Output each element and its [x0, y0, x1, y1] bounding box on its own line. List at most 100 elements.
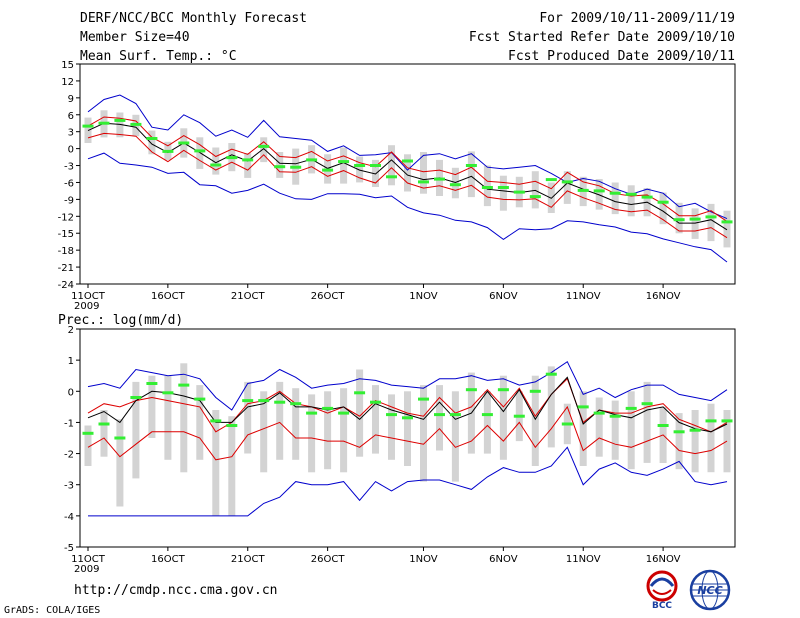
temp-member-box	[212, 147, 220, 175]
prec-x-tick-label: 21OCT	[231, 554, 266, 565]
temp-member-box	[260, 137, 268, 163]
temp-median-marker	[98, 121, 110, 125]
temp-median-marker	[513, 190, 525, 194]
temp-y-tick-label: -9	[64, 195, 74, 206]
temp-min-line	[87, 152, 728, 263]
temp-median-marker	[657, 200, 669, 204]
prec-member-box	[180, 363, 188, 473]
prec-member-box	[595, 397, 603, 457]
prec-upper-spread-line	[87, 377, 728, 433]
figure-title: DERF/NCC/BCC Monthly Forecast	[80, 11, 307, 26]
temp-plot-frame	[79, 63, 736, 285]
prec-max-line	[87, 360, 728, 411]
temp-x-tick-label: 16NOV	[646, 291, 681, 302]
temp-year-label: 2009	[74, 301, 99, 312]
prec-member-box	[212, 410, 220, 516]
temp-y-tick-label: 6	[68, 111, 74, 122]
prec-member-box	[100, 410, 108, 457]
prec-median-marker	[82, 431, 94, 435]
precip-panel-title: Prec.: log(mm/d)	[58, 313, 184, 328]
temp-median-marker	[130, 122, 142, 126]
prec-median-marker	[497, 388, 509, 392]
temp-median-marker	[114, 118, 126, 122]
temp-median-marker	[210, 163, 222, 167]
prec-x-tick-label: 16OCT	[151, 554, 186, 565]
prec-y-tick-label: 0	[68, 387, 74, 398]
temp-median-marker	[146, 137, 158, 140]
temp-median-marker	[178, 141, 190, 145]
prec-median-marker	[545, 372, 557, 376]
prec-member-box	[324, 391, 332, 470]
prec-member-box	[292, 388, 300, 460]
temp-member-box	[595, 179, 603, 210]
member-size-label: Member Size=40	[80, 30, 190, 45]
prec-member-box	[420, 385, 427, 482]
prec-member-box	[148, 375, 156, 438]
temp-median-marker	[82, 124, 94, 128]
prec-median-marker	[465, 388, 477, 392]
temp-max-line	[87, 94, 728, 220]
prec-member-box	[643, 381, 651, 463]
prec-y-tick-label: 2	[68, 325, 74, 336]
temp-median-marker	[641, 195, 653, 199]
temp-x-tick-label: 16OCT	[151, 291, 186, 302]
prec-member-box	[132, 381, 140, 479]
prec-median-marker	[210, 419, 222, 423]
temp-median-marker	[705, 215, 717, 219]
prec-median-marker	[625, 406, 637, 410]
prec-member-box	[164, 375, 172, 460]
forecast-start-date: Fcst Started Refer Date 2009/10/10	[468, 30, 735, 45]
prec-member-box	[260, 391, 268, 473]
temp-median-marker	[370, 164, 381, 167]
temp-member-box	[723, 210, 731, 248]
temp-median-marker	[721, 220, 733, 224]
prec-median-marker	[290, 402, 302, 406]
prec-median-marker	[370, 400, 381, 404]
temp-median-marker	[673, 218, 685, 222]
temp-median-marker	[418, 180, 429, 184]
temp-median-marker	[162, 149, 174, 153]
prec-x-tick-label: 1NOV	[409, 554, 438, 565]
temp-x-tick-label: 11OCT	[71, 291, 106, 302]
temp-member-box	[276, 152, 284, 178]
prec-median-marker	[418, 397, 429, 401]
prec-plot-frame	[79, 328, 736, 548]
temp-member-box	[611, 182, 619, 215]
prec-y-tick-label: -1	[64, 418, 74, 429]
source-url[interactable]: http://cmdp.ncc.cma.gov.cn	[74, 583, 278, 598]
temp-lower-spread-line	[87, 132, 728, 239]
prec-member-box	[276, 381, 284, 460]
prec-member-box	[372, 385, 379, 454]
prec-min-line	[88, 446, 728, 517]
prec-lower-spread-line	[87, 405, 728, 461]
prec-median-marker	[242, 399, 254, 403]
temp-member-box	[659, 192, 667, 225]
prec-y-tick-label: -5	[64, 543, 74, 554]
temp-median-marker	[609, 191, 621, 195]
prec-median-marker	[561, 422, 573, 426]
bcc-logo: BCC	[641, 570, 683, 611]
prec-median-marker	[146, 382, 158, 385]
temp-member-box	[483, 165, 491, 207]
prec-member-box	[84, 425, 92, 466]
temp-median-marker	[465, 164, 477, 167]
prec-x-tick-label: 11NOV	[566, 554, 601, 565]
prec-median-marker	[162, 391, 174, 395]
prec-x-tick-label: 11OCT	[71, 554, 106, 565]
prec-x-tick-label: 6NOV	[489, 554, 518, 565]
temp-member-box	[356, 156, 364, 183]
temp-x-tick-label: 11NOV	[566, 291, 601, 302]
temp-median-marker	[194, 149, 206, 153]
temp-median-marker	[625, 192, 637, 196]
ncc-logo: NCC	[687, 569, 733, 611]
prec-median-marker	[338, 411, 350, 415]
temp-y-tick-label: -6	[64, 178, 74, 189]
prec-median-marker	[274, 400, 286, 404]
prec-median-marker	[114, 436, 126, 440]
forecast-produced-date: Fcst Produced Date 2009/10/11	[508, 49, 735, 64]
forecast-period: For 2009/10/11-2009/11/19	[539, 11, 735, 26]
temp-median-marker	[545, 178, 557, 182]
temp-x-tick-label: 21OCT	[231, 291, 266, 302]
prec-median-marker	[657, 424, 669, 427]
prec-median-marker	[322, 406, 334, 410]
